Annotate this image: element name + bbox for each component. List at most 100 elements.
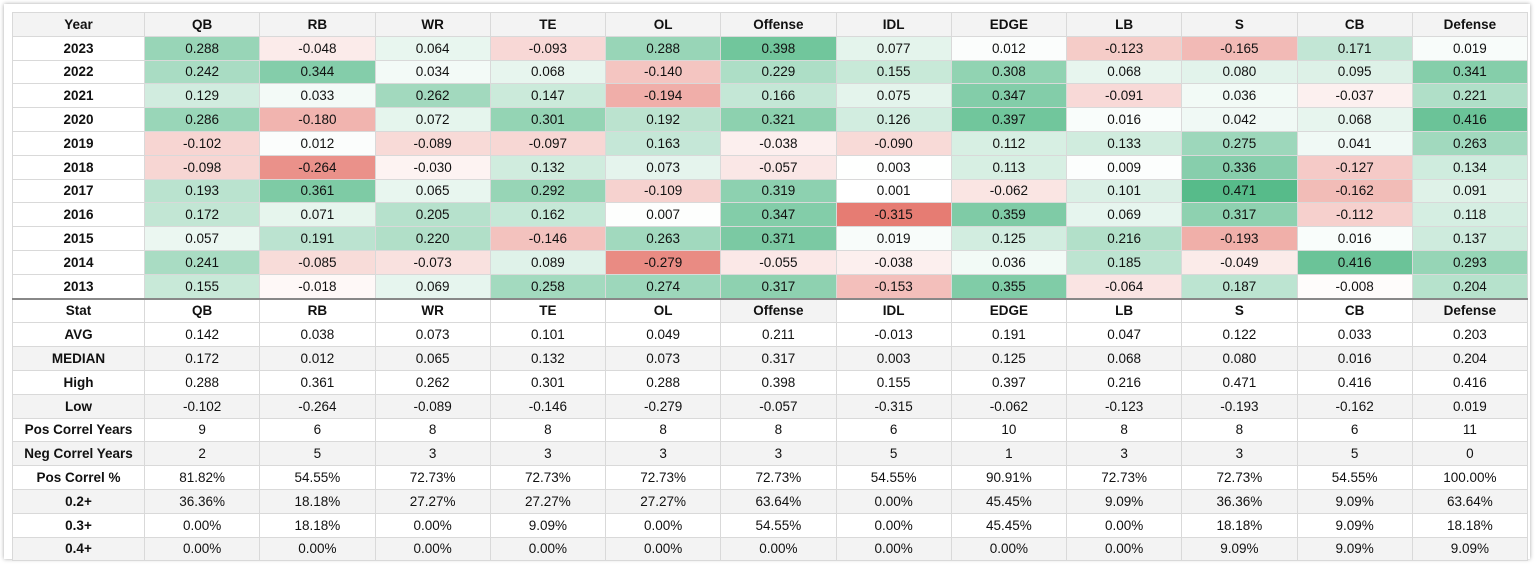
stat-cell: 9.09% [1181, 536, 1298, 562]
stat-cell: -0.089 [374, 393, 491, 419]
column-header: S [1181, 297, 1298, 324]
stat-cell: 54.55% [835, 465, 952, 490]
stat-cell: 27.27% [374, 488, 491, 514]
column-header: RB [259, 297, 376, 324]
stat-cell: 3 [1065, 441, 1183, 467]
correlation-cell: -0.055 [720, 249, 837, 275]
year-label: 2018 [12, 154, 145, 180]
stat-cell: 0.361 [259, 369, 376, 395]
stat-cell: 0.068 [1065, 346, 1183, 371]
correlation-cell: 0.112 [950, 130, 1068, 156]
stat-cell: 0.00% [1065, 512, 1183, 538]
stat-row: AVG 0.142 0.038 0.073 0.101 0.049 0.211 -0.013 0… [12, 322, 1529, 348]
correlation-cell: 0.193 [143, 178, 261, 204]
stat-cell: 0.073 [604, 346, 722, 371]
stat-cell: 0.172 [143, 346, 261, 371]
stat-cell: -0.162 [1296, 393, 1413, 419]
stat-cell: 0.00% [374, 536, 491, 562]
stat-cell: 0.00% [950, 536, 1068, 562]
stat-cell: 0 [1411, 441, 1529, 467]
stat-cell: 0.012 [259, 346, 376, 371]
correlation-cell: 0.089 [489, 249, 607, 275]
stat-cell: 0.003 [835, 346, 952, 371]
stat-cell: 6 [835, 417, 952, 443]
stat-cell: 0.049 [604, 322, 722, 348]
correlation-cell: 0.205 [374, 202, 491, 228]
correlation-cell: 0.072 [374, 107, 491, 132]
stat-cell: 0.080 [1181, 346, 1298, 371]
stat-cell: 0.416 [1411, 369, 1529, 395]
correlation-cell: 0.080 [1181, 59, 1298, 85]
column-header: Offense [720, 12, 837, 37]
correlation-cell: 0.288 [604, 35, 722, 61]
correlation-cell: -0.146 [489, 226, 607, 251]
correlation-cell: 0.355 [950, 273, 1068, 300]
stat-cell: 6 [259, 417, 376, 443]
stat-cell: 0.00% [1065, 536, 1183, 562]
stat-label: 0.3+ [12, 512, 145, 538]
stat-row: 0.4+ 0.00% 0.00% 0.00% 0.00% 0.00% 0.00% 0.00% 0… [12, 536, 1529, 562]
stat-cell: 8 [720, 417, 837, 443]
correlation-cell: 0.118 [1411, 202, 1529, 228]
year-row: 2016 0.172 0.071 0.205 0.162 0.007 0.347 -0.315… [12, 202, 1529, 228]
stat-row: Low -0.102 -0.264 -0.089 -0.146 -0.279 -0.057-… [12, 393, 1529, 419]
correlation-cell: -0.098 [143, 154, 261, 180]
stat-cell: 72.73% [1065, 465, 1183, 490]
correlation-cell: -0.064 [1065, 273, 1183, 300]
year-label: 2022 [12, 59, 145, 85]
stat-cell: 0.155 [835, 369, 952, 395]
correlation-cell: 0.398 [720, 35, 837, 61]
correlation-cell: 0.155 [835, 59, 952, 85]
correlation-cell: -0.162 [1296, 178, 1413, 204]
stat-cell: 0.471 [1181, 369, 1298, 395]
stat-cell: 9.09% [1296, 512, 1413, 538]
correlation-cell: -0.180 [259, 107, 376, 132]
stat-cell: 0.398 [720, 369, 837, 395]
stat-cell: 63.64% [1411, 488, 1529, 514]
correlation-cell: 0.275 [1181, 130, 1298, 156]
stat-row: Pos Correl Years 9 6 8 8 8 8 6 10 8 8 6 11 [12, 417, 1529, 443]
stat-cell: 0.191 [950, 322, 1068, 348]
column-header: CB [1296, 12, 1413, 37]
correlation-cell: 0.263 [1411, 130, 1529, 156]
correlation-cell: -0.123 [1065, 35, 1183, 61]
stat-label: MEDIAN [12, 346, 145, 371]
correlation-cell: -0.109 [604, 178, 722, 204]
correlation-cell: 0.371 [720, 226, 837, 251]
stat-cell: 9.09% [1296, 488, 1413, 514]
stat-cell: 90.91% [950, 465, 1068, 490]
stat-cell: 8 [604, 417, 722, 443]
stat-label: Pos Correl Years [12, 417, 145, 443]
stat-row: 0.2+ 36.36% 18.18% 27.27% 27.27% 27.27% 63.64%… [12, 488, 1529, 514]
stat-label: Pos Correl % [12, 465, 145, 490]
stat-cell: 8 [374, 417, 491, 443]
correlation-cell: 0.220 [374, 226, 491, 251]
stat-cell: 0.00% [489, 536, 607, 562]
correlation-cell: -0.090 [835, 130, 952, 156]
correlation-cell: 0.341 [1411, 59, 1529, 85]
stat-cell: 54.55% [1296, 465, 1413, 490]
column-header: OL [604, 297, 722, 324]
correlation-cell: -0.153 [835, 273, 952, 300]
correlation-cell: 0.321 [720, 107, 837, 132]
correlation-cell: 0.068 [1296, 107, 1413, 132]
correlation-cell: 0.069 [374, 273, 491, 300]
correlation-cell: 0.286 [143, 107, 261, 132]
stat-cell: 0.132 [489, 346, 607, 371]
year-label: 2015 [12, 226, 145, 251]
column-header: QB [143, 12, 261, 37]
correlation-cell: 0.101 [1065, 178, 1183, 204]
correlation-cell: 0.012 [950, 35, 1068, 61]
stat-cell: 18.18% [259, 512, 376, 538]
correlation-cell: 0.347 [720, 202, 837, 228]
correlation-cell: 0.064 [374, 35, 491, 61]
stat-cell: 0.216 [1065, 369, 1183, 395]
year-label: 2020 [12, 107, 145, 132]
correlation-cell: -0.062 [950, 178, 1068, 204]
stat-cell: 45.45% [950, 488, 1068, 514]
stat-cell: 0.211 [720, 322, 837, 348]
correlation-cell: 0.344 [259, 59, 376, 85]
stat-cell: 5 [835, 441, 952, 467]
stat-cell: -0.279 [604, 393, 722, 419]
correlation-cell: 0.036 [950, 249, 1068, 275]
